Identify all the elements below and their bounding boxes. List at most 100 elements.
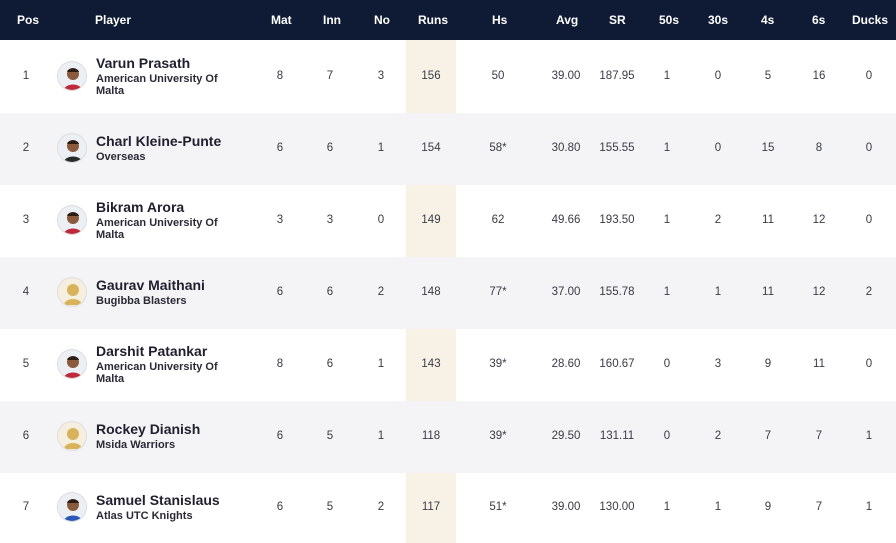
cell-rank: 3 [22, 214, 30, 226]
cell-innings: 3 [326, 214, 334, 226]
cell-average: 28.60 [551, 358, 581, 370]
header-6s[interactable]: 6s [812, 13, 826, 27]
header-pos[interactable]: Pos [17, 13, 40, 27]
player-team: American University Of Malta [96, 73, 218, 97]
cell-sixes: 7 [815, 430, 823, 442]
cell-rank: 7 [22, 501, 30, 513]
cell-thirties: 3 [714, 358, 722, 370]
player-photo-icon[interactable] [57, 349, 87, 379]
player-photo-icon[interactable] [57, 133, 87, 163]
table-row[interactable]: 7 6 5 2 117 51* 39.00 130.00 1 1 9 7 1 Samuel Stanisl… [0, 473, 896, 543]
cell-average: 39.00 [551, 501, 581, 513]
cell-strike-rate: 193.50 [599, 214, 635, 226]
cell-fifties: 1 [663, 70, 671, 82]
header-runs[interactable]: Runs [418, 13, 448, 27]
cell-fours: 15 [761, 142, 775, 154]
table-row[interactable]: 6 6 5 1 118 39* 29.50 131.11 0 2 7 7 1 Rockey Dianish… [0, 401, 896, 473]
header-4s[interactable]: 4s [761, 13, 775, 27]
cell-fifties: 1 [663, 501, 671, 513]
cell-matches: 6 [276, 501, 284, 513]
cell-innings: 5 [326, 501, 334, 513]
cell-fifties: 1 [663, 214, 671, 226]
placeholder-silhouette-icon[interactable] [57, 421, 87, 451]
player-name-link[interactable]: Varun Prasath [96, 55, 191, 71]
player-name-link[interactable]: Gaurav Maithani [96, 277, 205, 293]
cell-fours: 9 [764, 358, 772, 370]
header-mat[interactable]: Mat [271, 13, 292, 27]
cell-not-outs: 2 [377, 501, 385, 513]
header-player[interactable]: Player [95, 13, 132, 27]
header-50s[interactable]: 50s [659, 13, 680, 27]
cell-thirties: 2 [714, 430, 722, 442]
cell-fours: 9 [764, 501, 772, 513]
player-name-link[interactable]: Rockey Dianish [96, 421, 201, 437]
cell-sixes: 11 [813, 358, 825, 370]
header-no[interactable]: No [374, 13, 390, 27]
cell-highest-score: 62 [491, 214, 505, 226]
player-team: Atlas UTC Knights [96, 510, 193, 522]
cell-runs: 143 [421, 358, 441, 370]
cell-average: 30.80 [551, 142, 581, 154]
cell-ducks: 0 [865, 214, 873, 226]
cell-runs: 154 [421, 142, 441, 154]
cell-not-outs: 3 [377, 70, 385, 82]
table-row[interactable]: 5 8 6 1 143 39* 28.60 160.67 0 3 9 11 0 Darshit Patan… [0, 329, 896, 401]
table-row[interactable]: 4 6 6 2 148 77* 37.00 155.78 1 1 11 12 2 Gaurav Maith… [0, 257, 896, 329]
cell-highest-score: 50 [491, 70, 505, 82]
cell-thirties: 1 [714, 286, 722, 298]
player-name-link[interactable]: Samuel Stanislaus [96, 492, 220, 508]
header-sr[interactable]: SR [609, 13, 626, 27]
cell-fifties: 0 [663, 358, 671, 370]
player-name-link[interactable]: Bikram Arora [96, 199, 185, 215]
player-name-link[interactable]: Charl Kleine-Punte [96, 133, 222, 149]
cell-runs: 156 [421, 70, 441, 82]
table-row[interactable]: 2 6 6 1 154 58* 30.80 155.55 1 0 15 8 0 Charl Kleine-… [0, 113, 896, 185]
cell-highest-score: 58* [489, 142, 507, 154]
cell-average: 29.50 [551, 430, 581, 442]
cell-rank: 2 [22, 142, 30, 154]
player-name-link[interactable]: Darshit Patankar [96, 343, 208, 359]
cell-strike-rate: 130.00 [599, 501, 635, 513]
cell-strike-rate: 155.78 [599, 286, 635, 298]
cell-thirties: 2 [714, 214, 722, 226]
cell-innings: 7 [326, 70, 334, 82]
cell-sixes: 12 [812, 286, 826, 298]
cell-innings: 5 [326, 430, 334, 442]
player-photo-icon[interactable] [57, 61, 87, 91]
header-30s[interactable]: 30s [708, 13, 729, 27]
cell-average: 49.66 [551, 214, 581, 226]
cell-fours: 7 [764, 430, 772, 442]
cell-ducks: 1 [865, 430, 873, 442]
player-photo-icon[interactable] [57, 492, 87, 522]
cell-runs: 149 [421, 214, 441, 226]
cell-average: 37.00 [551, 286, 581, 298]
player-team: American University Of Malta [96, 217, 218, 241]
cell-strike-rate: 187.95 [599, 70, 635, 82]
placeholder-silhouette-icon[interactable] [57, 277, 87, 307]
cell-fours: 11 [762, 286, 774, 298]
player-photo-icon[interactable] [57, 205, 87, 235]
cell-matches: 8 [276, 70, 284, 82]
cell-runs: 117 [421, 501, 441, 513]
cell-ducks: 0 [865, 70, 873, 82]
header-ducks[interactable]: Ducks [852, 13, 889, 27]
cell-matches: 6 [276, 430, 284, 442]
player-team: Overseas [96, 151, 146, 163]
header-hs[interactable]: Hs [492, 13, 508, 27]
cell-ducks: 0 [865, 358, 873, 370]
cell-strike-rate: 160.67 [599, 358, 635, 370]
table-row[interactable]: 1 8 7 3 156 50 39.00 187.95 1 0 5 16 0 Varun Prasath A… [0, 40, 896, 113]
cell-fours: 5 [764, 70, 772, 82]
header-inn[interactable]: Inn [323, 13, 341, 27]
cell-rank: 1 [22, 70, 30, 82]
table-header: Pos Player Mat Inn No Runs Hs Avg SR 50s… [0, 0, 896, 40]
cell-strike-rate: 131.11 [599, 430, 635, 442]
cell-average: 39.00 [551, 70, 581, 82]
cell-sixes: 16 [812, 70, 826, 82]
cell-thirties: 1 [714, 501, 722, 513]
table-row[interactable]: 3 3 3 0 149 62 49.66 193.50 1 2 11 12 0 Bikram Arora A… [0, 185, 896, 257]
cell-runs: 148 [421, 286, 441, 298]
header-avg[interactable]: Avg [556, 13, 579, 27]
cell-not-outs: 2 [377, 286, 385, 298]
